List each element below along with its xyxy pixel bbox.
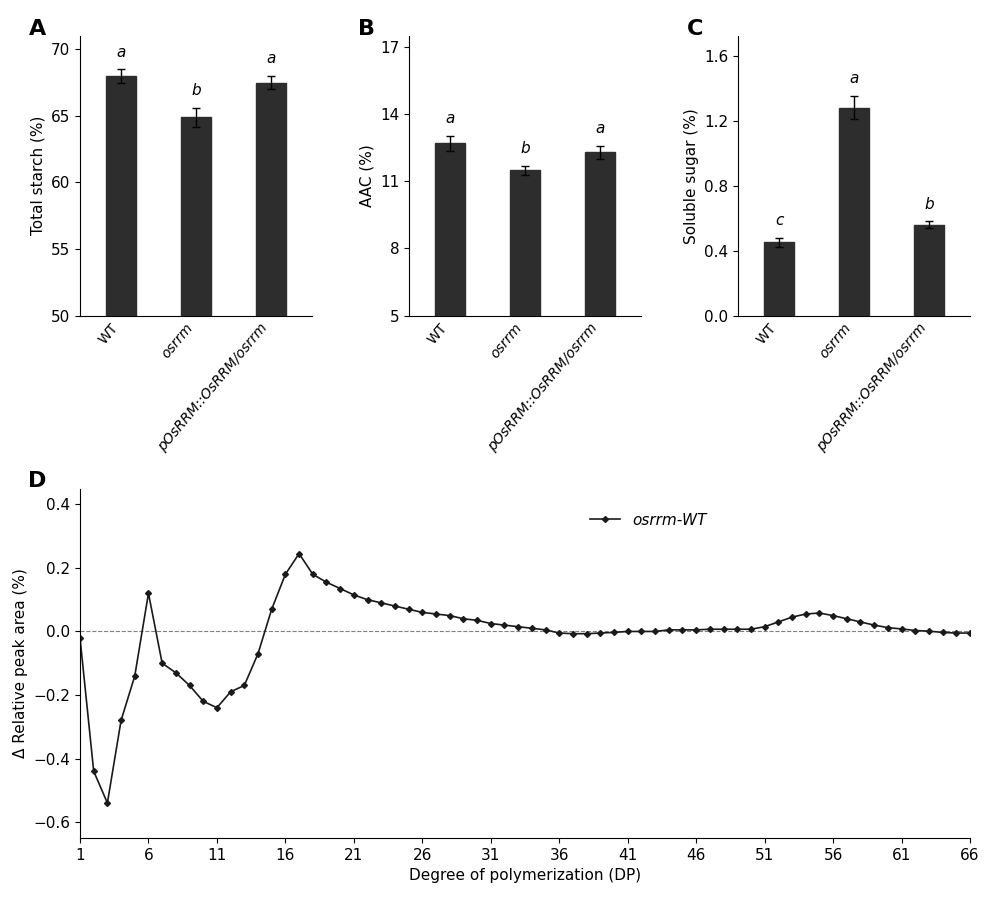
X-axis label: Degree of polymerization (DP): Degree of polymerization (DP): [409, 869, 641, 883]
Bar: [106, 76, 136, 901]
Legend: osrrm-WT: osrrm-WT: [584, 506, 713, 534]
Y-axis label: Soluble sugar (%): Soluble sugar (%): [684, 108, 699, 243]
Text: b: b: [520, 141, 530, 156]
Bar: [181, 117, 211, 901]
Text: A: A: [29, 19, 46, 40]
Text: a: a: [446, 111, 455, 126]
Bar: [256, 83, 286, 901]
Y-axis label: Total starch (%): Total starch (%): [30, 116, 45, 235]
Bar: [914, 224, 944, 315]
Bar: [435, 143, 465, 427]
Y-axis label: AAC (%): AAC (%): [360, 144, 375, 207]
Text: B: B: [358, 19, 375, 40]
Bar: [764, 242, 794, 315]
Y-axis label: Δ Relative peak area (%): Δ Relative peak area (%): [13, 569, 28, 758]
Text: a: a: [849, 71, 859, 86]
Bar: [510, 170, 540, 427]
Text: b: b: [191, 83, 201, 98]
Text: a: a: [595, 121, 604, 136]
Text: C: C: [687, 19, 704, 40]
Text: D: D: [28, 471, 47, 491]
Text: b: b: [924, 196, 934, 212]
Text: c: c: [775, 213, 784, 228]
Bar: [839, 107, 869, 315]
Bar: [585, 152, 615, 427]
Text: a: a: [266, 51, 275, 66]
Text: a: a: [116, 44, 126, 59]
